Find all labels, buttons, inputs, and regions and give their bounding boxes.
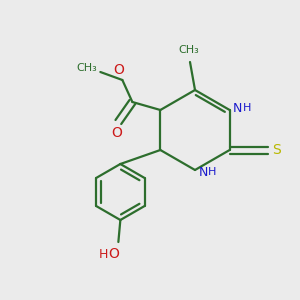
Text: H: H	[242, 103, 251, 113]
Text: O: O	[111, 126, 122, 140]
Text: H: H	[99, 248, 108, 260]
Text: N: N	[233, 101, 242, 115]
Text: H: H	[208, 167, 216, 177]
Text: CH₃: CH₃	[76, 63, 97, 73]
Text: CH₃: CH₃	[178, 45, 200, 55]
Text: S: S	[272, 143, 281, 157]
Text: O: O	[113, 63, 124, 77]
Text: N: N	[198, 166, 208, 178]
Text: O: O	[108, 247, 119, 261]
